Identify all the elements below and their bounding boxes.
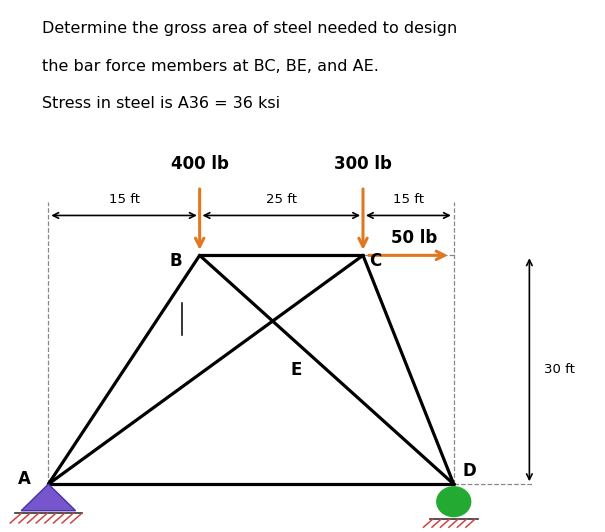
Text: E: E	[291, 361, 302, 379]
Text: 400 lb: 400 lb	[171, 155, 229, 173]
Circle shape	[437, 487, 471, 517]
Polygon shape	[21, 484, 76, 511]
Text: Stress in steel is A36 = 36 ksi: Stress in steel is A36 = 36 ksi	[42, 96, 281, 111]
Text: 25 ft: 25 ft	[266, 193, 297, 206]
Text: the bar force members at BC, BE, and AE.: the bar force members at BC, BE, and AE.	[42, 59, 379, 73]
Text: 15 ft: 15 ft	[108, 193, 140, 206]
Text: D: D	[462, 462, 476, 480]
Text: 300 lb: 300 lb	[334, 155, 392, 173]
Text: A: A	[18, 470, 31, 488]
Text: 50 lb: 50 lb	[391, 229, 437, 247]
Text: Determine the gross area of steel needed to design: Determine the gross area of steel needed…	[42, 21, 457, 36]
Text: B: B	[169, 252, 181, 270]
Text: 15 ft: 15 ft	[393, 193, 424, 206]
Text: 30 ft: 30 ft	[544, 363, 575, 376]
Text: C: C	[369, 252, 381, 270]
